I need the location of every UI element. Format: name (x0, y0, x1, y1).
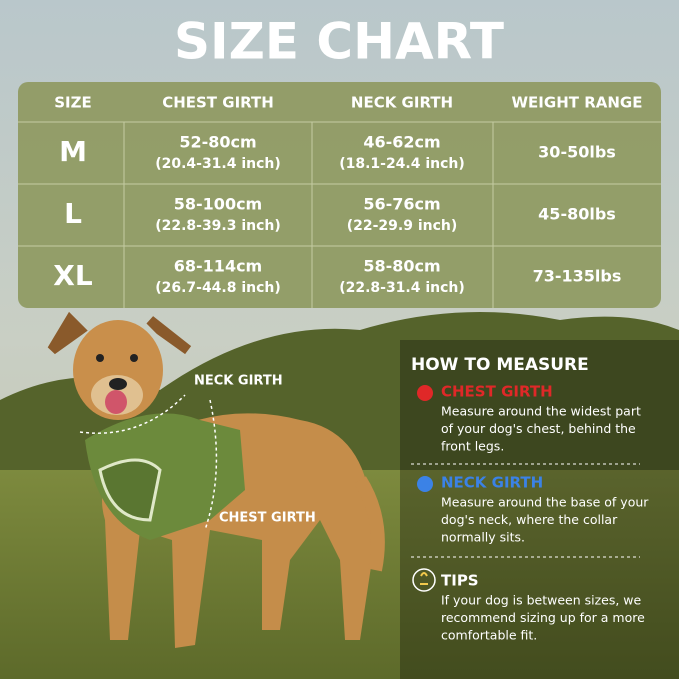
size-cell: L (64, 197, 82, 230)
neck-cell: 56-76cm (363, 195, 440, 214)
guide-heading: CHEST GIRTH (441, 383, 553, 401)
guide-text: of your dog's chest, behind the (441, 421, 636, 436)
chest-inch: (20.4-31.4 inch) (155, 156, 281, 172)
header-cell: NECK GIRTH (351, 94, 453, 112)
neck-inch: (22-29.9 inch) (347, 218, 458, 234)
guide-text: normally sits. (441, 530, 525, 545)
size-cell: M (59, 135, 87, 168)
guide-text: recommend sizing up for a more (441, 610, 645, 625)
neck-inch: (22.8-31.4 inch) (339, 280, 465, 296)
chest-inch: (26.7-44.8 inch) (155, 280, 281, 296)
guide-text: comfortable fit. (441, 628, 537, 643)
table-lines (18, 121, 661, 308)
table-bg (18, 82, 661, 308)
neck-label: NECK GIRTH (194, 374, 283, 389)
neck-inch: (18.1-24.4 inch) (339, 156, 465, 172)
guide-shade (400, 340, 679, 679)
chest-inch: (22.8-39.3 inch) (155, 218, 281, 234)
neck-cell: 46-62cm (363, 133, 440, 152)
bulb-icon (412, 568, 436, 592)
chest-cell: 58-100cm (174, 195, 262, 214)
guide-text: Measure around the widest part (441, 404, 641, 419)
guide-text: Measure around the base of your (441, 495, 649, 510)
guide-title: HOW TO MEASURE (411, 355, 589, 375)
header-cell: WEIGHT RANGE (512, 94, 643, 112)
red-dot (417, 385, 433, 401)
chest-cell: 52-80cm (179, 133, 256, 152)
chest-label: CHEST GIRTH (219, 511, 316, 526)
size-cell: XL (53, 259, 93, 292)
guide-text: front legs. (441, 439, 504, 454)
guide-heading: NECK GIRTH (441, 474, 543, 492)
dog (47, 311, 385, 648)
header-cell: SIZE (54, 94, 92, 112)
chest-cell: 68-114cm (174, 257, 262, 276)
guide-text: dog's neck, where the collar (441, 512, 618, 527)
guide-heading: TIPS (441, 572, 479, 590)
weight-cell: 30-50lbs (538, 143, 616, 162)
weight-cell: 73-135lbs (533, 267, 622, 286)
header-cell: CHEST GIRTH (162, 94, 274, 112)
weight-cell: 45-80lbs (538, 205, 616, 224)
title: SIZE CHART (174, 13, 504, 71)
neck-cell: 58-80cm (363, 257, 440, 276)
guide-text: If your dog is between sizes, we (441, 593, 642, 608)
blue-dot (417, 476, 433, 492)
